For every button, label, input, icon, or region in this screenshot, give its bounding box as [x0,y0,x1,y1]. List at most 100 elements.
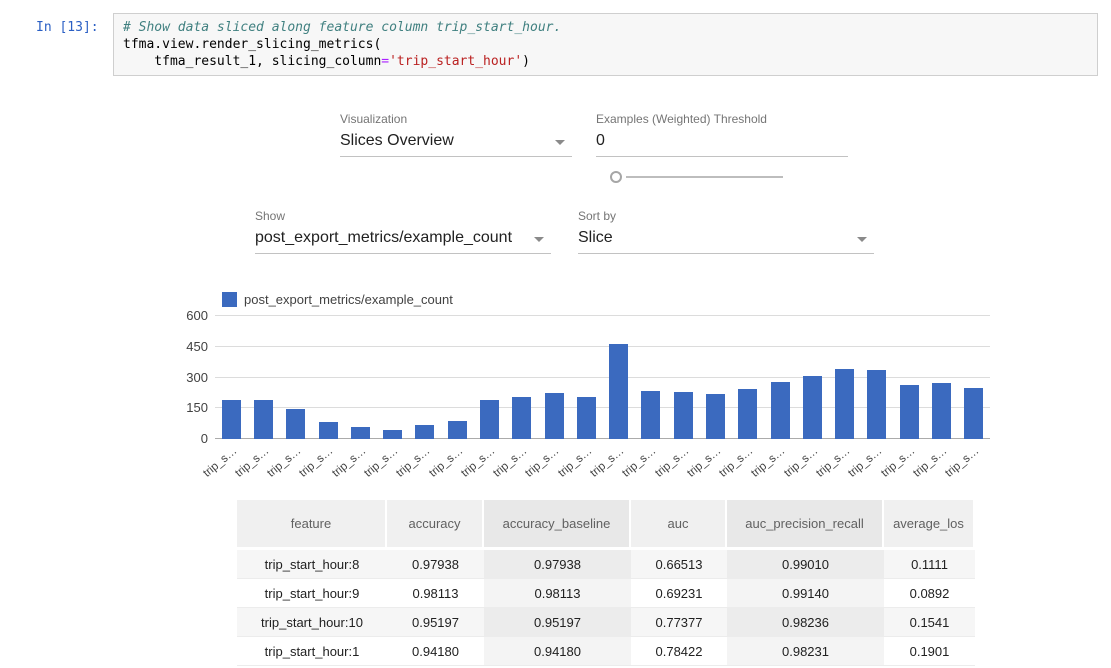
sort-label: Sort by [578,209,874,223]
metric-cell: 0.98231 [727,637,884,666]
bar[interactable] [319,422,338,439]
metric-cell: 0.94180 [387,637,484,666]
bar[interactable] [415,425,434,439]
chart-x-axis: trip_s…trip_s…trip_s…trip_s…trip_s…trip_… [215,443,990,488]
y-tick-label: 150 [186,400,208,415]
legend-swatch [222,292,237,307]
metric-cell: 0.94180 [484,637,631,666]
table-row[interactable]: trip_start_hour:90.981130.981130.692310.… [237,579,975,608]
visualization-label: Visualization [340,112,572,126]
y-tick-label: 600 [186,308,208,323]
notebook-page: In [13]: # Show data sliced along featur… [0,0,1111,668]
column-header[interactable]: auc [631,500,727,550]
code-line: tfma.view.render_slicing_metrics( [123,37,381,52]
x-tick-label: trip_s… [459,445,497,480]
metric-cell: 0.1111 [884,550,975,579]
bar[interactable] [867,370,886,439]
table-row[interactable]: trip_start_hour:100.951970.951970.773770… [237,608,975,637]
bar[interactable] [706,394,725,439]
table-header-row: featureaccuracyaccuracy_baselineaucauc_p… [237,500,975,550]
metric-cell: 0.78422 [631,637,727,666]
code-line: ) [522,54,530,69]
feature-cell: trip_start_hour:9 [237,579,387,608]
x-tick-label: trip_s… [944,445,982,480]
slider-knob[interactable] [610,171,622,183]
metric-cell: 0.1901 [884,637,975,666]
bar[interactable] [383,430,402,439]
slider-track[interactable] [626,176,783,178]
column-header[interactable]: accuracy [387,500,484,550]
bar[interactable] [545,393,564,439]
code-line: tfma_result_1, slicing_column [123,54,381,69]
bar[interactable] [674,392,693,439]
threshold-label: Examples (Weighted) Threshold [596,112,848,126]
visualization-dropdown[interactable]: Slices Overview [340,130,572,157]
x-tick-label: trip_s… [685,445,723,480]
metric-cell: 0.98113 [484,579,631,608]
feature-cell: trip_start_hour:1 [237,637,387,666]
threshold-control: Examples (Weighted) Threshold 0 [596,112,848,157]
bar[interactable] [900,385,919,439]
code-comment: # Show data sliced along feature column … [123,20,561,35]
bar[interactable] [351,427,370,439]
x-tick-label: trip_s… [847,445,885,480]
bar[interactable] [222,400,241,439]
threshold-slider[interactable] [610,170,785,184]
x-tick-label: trip_s… [750,445,788,480]
bar[interactable] [480,400,499,439]
metric-cell: 0.97938 [387,550,484,579]
column-header[interactable]: accuracy_baseline [484,500,631,550]
metric-cell: 0.95197 [484,608,631,637]
bar[interactable] [512,397,531,439]
code-operator: = [381,54,389,69]
sort-by-dropdown[interactable]: Slice [578,227,874,254]
metrics-table: featureaccuracyaccuracy_baselineaucauc_p… [237,500,975,666]
visualization-control: Visualization Slices Overview [340,112,572,157]
show-label: Show [255,209,551,223]
bar[interactable] [835,369,854,439]
metric-cell: 0.97938 [484,550,631,579]
x-tick-label: trip_s… [782,445,820,480]
x-tick-label: trip_s… [201,445,239,480]
sort-by-value: Slice [578,229,613,246]
code-string: 'trip_start_hour' [389,54,522,69]
metric-cell: 0.98236 [727,608,884,637]
x-tick-label: trip_s… [621,445,659,480]
cell-prompt: In [13]: [36,20,99,35]
chevron-down-icon [555,140,565,145]
metric-cell: 0.99010 [727,550,884,579]
bar[interactable] [738,389,757,439]
metric-cell: 0.0892 [884,579,975,608]
threshold-input[interactable]: 0 [596,130,848,157]
bar[interactable] [771,382,790,439]
feature-cell: trip_start_hour:8 [237,550,387,579]
y-tick-label: 0 [201,431,208,446]
x-tick-label: trip_s… [717,445,755,480]
column-header[interactable]: auc_precision_recall [727,500,884,550]
bar[interactable] [254,400,273,439]
x-tick-label: trip_s… [491,445,529,480]
column-header[interactable]: average_los [884,500,975,550]
metric-cell: 0.1541 [884,608,975,637]
bar[interactable] [964,388,983,439]
chart-legend: post_export_metrics/example_count [222,292,453,307]
bar[interactable] [577,397,596,439]
bar[interactable] [286,409,305,439]
table-row[interactable]: trip_start_hour:80.979380.979380.665130.… [237,550,975,579]
bar[interactable] [932,383,951,439]
bar[interactable] [609,344,628,439]
x-tick-label: trip_s… [265,445,303,480]
y-tick-label: 450 [186,339,208,354]
column-header[interactable]: feature [237,500,387,550]
bar[interactable] [641,391,660,439]
code-editor[interactable]: # Show data sliced along feature column … [113,13,1098,76]
sort-control: Sort by Slice [578,209,874,254]
x-tick-label: trip_s… [524,445,562,480]
feature-cell: trip_start_hour:10 [237,608,387,637]
show-metric-dropdown[interactable]: post_export_metrics/example_count [255,227,551,254]
show-control: Show post_export_metrics/example_count [255,209,551,254]
bar[interactable] [803,376,822,439]
bar[interactable] [448,421,467,439]
table-row[interactable]: trip_start_hour:10.941800.941800.784220.… [237,637,975,666]
table-body: trip_start_hour:80.979380.979380.665130.… [237,550,975,666]
